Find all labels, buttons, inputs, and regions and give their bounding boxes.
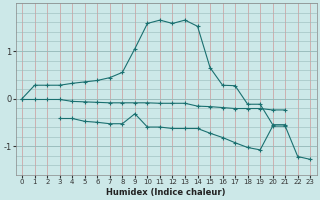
X-axis label: Humidex (Indice chaleur): Humidex (Indice chaleur): [107, 188, 226, 197]
